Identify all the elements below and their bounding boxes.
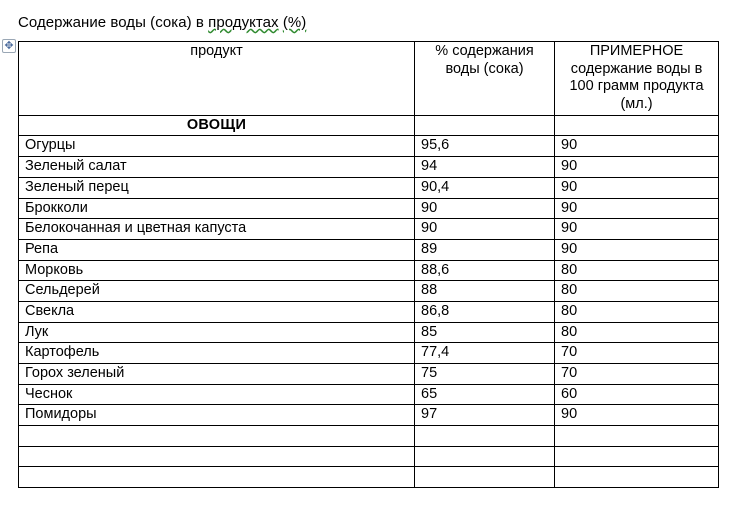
empty-cell	[19, 446, 415, 467]
product-name: Помидоры	[19, 405, 415, 426]
col-header-ml: ПРИМЕРНОЕ содержание воды в 100 грамм пр…	[555, 42, 719, 116]
empty-cell	[555, 446, 719, 467]
product-name: Чеснок	[19, 384, 415, 405]
product-percent: 85	[415, 322, 555, 343]
product-name: Сельдерей	[19, 281, 415, 302]
product-ml: 90	[555, 198, 719, 219]
empty-cell	[415, 467, 555, 488]
product-percent: 95,6	[415, 136, 555, 157]
table-row: Помидоры9790	[19, 405, 719, 426]
product-name: Морковь	[19, 260, 415, 281]
table-row: Репа8990	[19, 239, 719, 260]
product-name: Белокочанная и цветная капуста	[19, 219, 415, 240]
product-percent: 90,4	[415, 177, 555, 198]
product-ml: 80	[555, 322, 719, 343]
product-percent: 89	[415, 239, 555, 260]
pct-header-line2: воды (сока)	[445, 61, 523, 77]
product-name: Свекла	[19, 301, 415, 322]
product-ml: 90	[555, 239, 719, 260]
product-name: Горох зеленый	[19, 364, 415, 385]
table-row: Картофель77,470	[19, 343, 719, 364]
product-percent: 90	[415, 219, 555, 240]
table-row: Белокочанная и цветная капуста9090	[19, 219, 719, 240]
ml-header-line3: 100 грамм продукта	[569, 78, 703, 94]
pct-header-line1: % содержания	[435, 43, 533, 59]
table-row: Огурцы95,690	[19, 136, 719, 157]
product-ml: 90	[555, 136, 719, 157]
product-name: Огурцы	[19, 136, 415, 157]
section-ml-blank	[555, 115, 719, 136]
title-part1: Содержание воды (сока) в	[18, 14, 208, 31]
table-row: Зеленый перец90,490	[19, 177, 719, 198]
table-header-row: продукт % содержания воды (сока) ПРИМЕРН…	[19, 42, 719, 116]
table-row: Брокколи9090	[19, 198, 719, 219]
table-row-empty	[19, 446, 719, 467]
product-percent: 90	[415, 198, 555, 219]
product-ml: 80	[555, 260, 719, 281]
product-percent: 94	[415, 157, 555, 178]
table-row: Лук8580	[19, 322, 719, 343]
col-header-product-text: продукт	[190, 43, 243, 61]
product-ml: 60	[555, 384, 719, 405]
empty-cell	[19, 467, 415, 488]
table-row: Морковь88,680	[19, 260, 719, 281]
product-percent: 88	[415, 281, 555, 302]
product-percent: 65	[415, 384, 555, 405]
product-name: Репа	[19, 239, 415, 260]
product-ml: 70	[555, 364, 719, 385]
product-ml: 90	[555, 157, 719, 178]
title-underlined-word: продуктах	[208, 14, 278, 31]
product-ml: 90	[555, 405, 719, 426]
table-move-handle-icon[interactable]: ✥	[2, 39, 16, 53]
col-header-product: продукт	[19, 42, 415, 116]
table-row-empty	[19, 467, 719, 488]
table-row: Чеснок6560	[19, 384, 719, 405]
product-name: Лук	[19, 322, 415, 343]
title-underlined-suffix: (%)	[283, 14, 306, 31]
product-percent: 77,4	[415, 343, 555, 364]
product-percent: 75	[415, 364, 555, 385]
empty-cell	[555, 467, 719, 488]
ml-header-line4: (мл.)	[620, 96, 652, 112]
product-percent: 86,8	[415, 301, 555, 322]
table-row: Сельдерей8880	[19, 281, 719, 302]
empty-cell	[415, 446, 555, 467]
table-row-empty	[19, 426, 719, 447]
products-table: продукт % содержания воды (сока) ПРИМЕРН…	[18, 41, 719, 488]
product-ml: 80	[555, 301, 719, 322]
section-label: ОВОЩИ	[19, 115, 415, 136]
page-title: Содержание воды (сока) в продуктах (%)	[18, 14, 713, 31]
product-ml: 80	[555, 281, 719, 302]
table-row: Горох зеленый7570	[19, 364, 719, 385]
move-glyph: ✥	[4, 41, 13, 52]
product-percent: 97	[415, 405, 555, 426]
section-row: ОВОЩИ	[19, 115, 719, 136]
ml-header-line1: ПРИМЕРНОЕ	[590, 43, 683, 59]
ml-header-line2: содержание воды в	[571, 61, 703, 77]
table-row: Зеленый салат9490	[19, 157, 719, 178]
product-ml: 90	[555, 177, 719, 198]
product-name: Зеленый перец	[19, 177, 415, 198]
product-ml: 90	[555, 219, 719, 240]
product-name: Брокколи	[19, 198, 415, 219]
empty-cell	[555, 426, 719, 447]
section-pct-blank	[415, 115, 555, 136]
empty-cell	[415, 426, 555, 447]
product-name: Картофель	[19, 343, 415, 364]
col-header-percent: % содержания воды (сока)	[415, 42, 555, 116]
empty-cell	[19, 426, 415, 447]
table-row: Свекла86,880	[19, 301, 719, 322]
product-ml: 70	[555, 343, 719, 364]
product-percent: 88,6	[415, 260, 555, 281]
product-name: Зеленый салат	[19, 157, 415, 178]
